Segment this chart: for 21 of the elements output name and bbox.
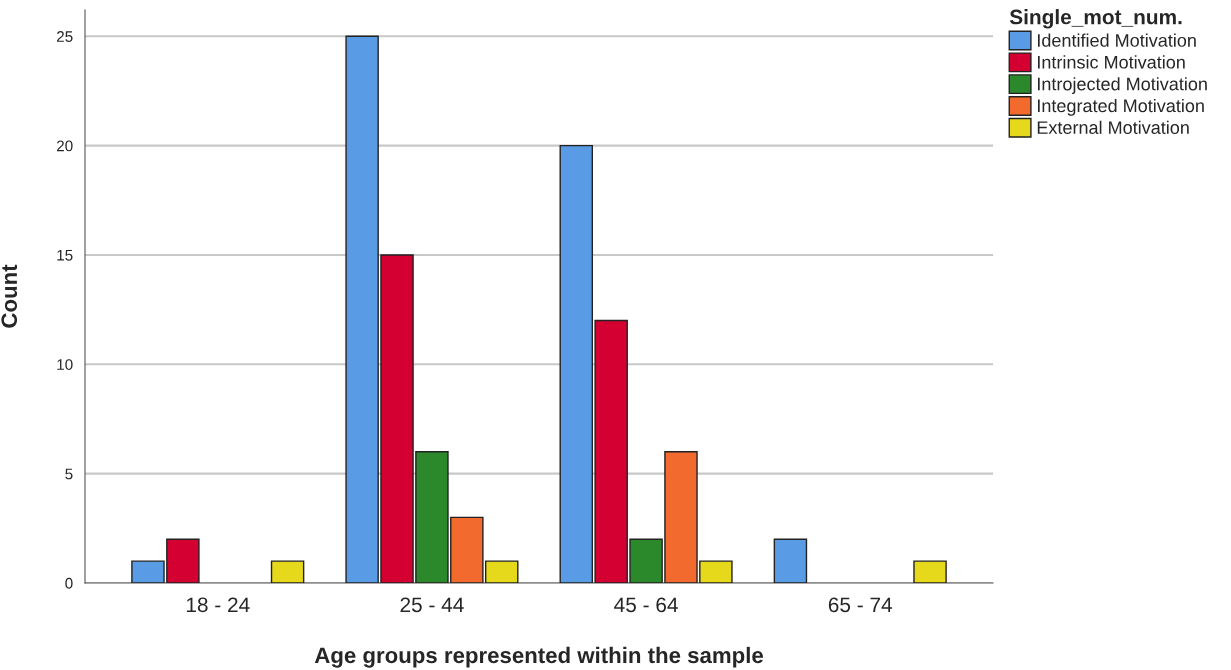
x-axis-title: Age groups represented within the sample [314,646,763,668]
x-tick-label: 25 - 44 [400,597,464,613]
bar [913,560,947,583]
y-tick-label: 0 [65,577,73,589]
legend-title: Single_mot_num. [1009,9,1182,29]
legend-label: Intrinsic Motivation [1038,55,1185,69]
legend-label: Introjected Motivation [1038,77,1207,94]
bar [773,538,808,583]
y-axis-title: Count [1,264,18,328]
y-tick-label: 25 [56,31,73,42]
y-tick-label: 5 [65,468,73,480]
bar [270,560,305,583]
legend-label: Integrated Motivation [1038,98,1204,116]
y-tick-label: 20 [56,140,73,152]
x-tick-label: 18 - 24 [186,597,250,613]
x-tick-label: 65 - 74 [828,597,893,613]
legend-label: External Motivation [1037,120,1189,135]
legend-label: Identified Motivation [1038,33,1196,47]
y-tick-label: 15 [57,249,73,261]
x-tick-label: 45 - 64 [614,597,678,613]
y-tick-label: 10 [57,359,73,370]
